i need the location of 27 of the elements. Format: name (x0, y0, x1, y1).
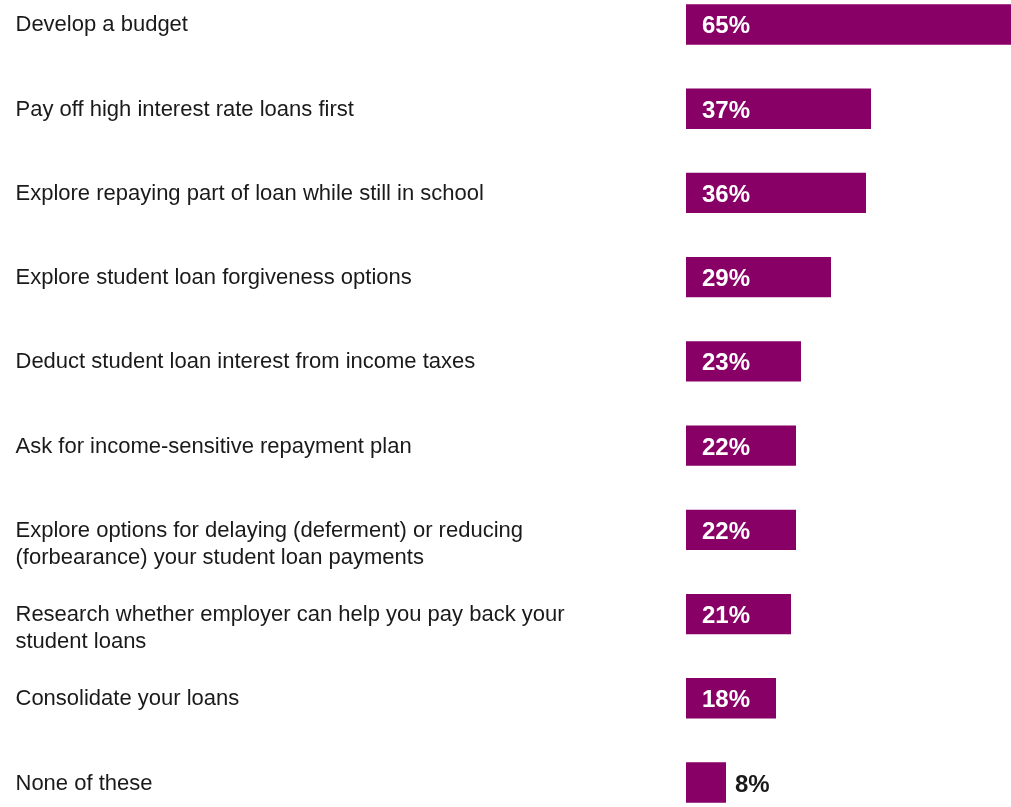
bar (686, 256, 831, 298)
y-tick-label: Develop a budget (15, 11, 188, 37)
bar (686, 172, 866, 214)
bar (686, 341, 801, 382)
data-label: 37% (702, 95, 751, 123)
data-label: 21% (702, 601, 751, 629)
bar (686, 762, 726, 803)
y-tick-label: Deduct student loan interest from income taxes (15, 348, 476, 374)
y-tick-label: Ask for income-sensitive repayment plan (15, 432, 412, 458)
bar (686, 88, 871, 129)
data-label: 18% (702, 685, 751, 713)
data-label: 65% (702, 11, 751, 39)
bar (686, 425, 796, 466)
data-label: 23% (702, 348, 751, 376)
y-tick-label: Pay off high interest rate loans first (15, 95, 354, 121)
data-label: 22% (702, 432, 751, 460)
y-tick-label: Explore student loan forgiveness options (15, 264, 412, 290)
y-tick-label: None of these (15, 769, 153, 795)
y-tick-label: Explore options for delaying (deferment) or reducing (forbearance) your student loan payments (15, 516, 523, 569)
bar (686, 4, 1011, 45)
y-tick-label: Consolidate your loans (15, 685, 240, 711)
data-label: 8% (735, 769, 770, 797)
y-tick-label: Research whether employer can help you pay back your student loans (15, 601, 565, 654)
data-label: 22% (702, 516, 751, 544)
data-label: 29% (702, 264, 751, 292)
y-tick-label: Explore repaying part of loan while still in school (15, 179, 484, 205)
data-label: 36% (702, 179, 751, 207)
